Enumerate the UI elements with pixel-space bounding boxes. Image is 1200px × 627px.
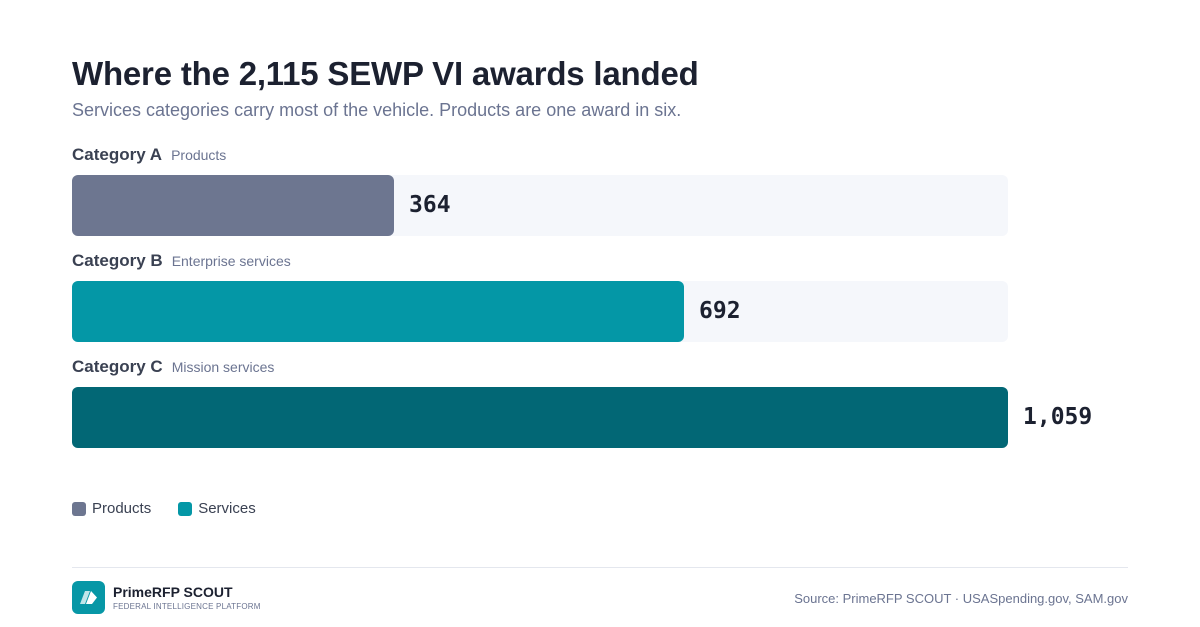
brand: PrimeRFP SCOUT FEDERAL INTELLIGENCE PLAT…: [72, 581, 261, 614]
legend-item-products: Products: [72, 500, 151, 517]
bar-category-b: [72, 281, 684, 342]
chart-subtitle: Services categories carry most of the ve…: [72, 100, 682, 120]
category-name: Category B: [72, 251, 163, 270]
chart-title: Where the 2,115 SEWP VI awards landed: [72, 55, 699, 92]
brand-tagline: FEDERAL INTELLIGENCE PLATFORM: [113, 601, 261, 611]
legend-label: Products: [92, 500, 152, 517]
category-description: Products: [171, 147, 227, 163]
bar-category-c: [72, 387, 1008, 448]
category-description: Mission services: [171, 359, 275, 375]
category-name: Category A: [72, 145, 163, 164]
category-description: Enterprise services: [171, 253, 291, 269]
brand-name: PrimeRFP SCOUT: [113, 583, 233, 600]
footer-divider: [72, 567, 1128, 568]
bar-category-a: [72, 175, 394, 236]
bar-value-label: 692: [699, 298, 741, 324]
bar-value-label: 364: [409, 192, 451, 218]
legend-item-services: Services: [178, 500, 256, 517]
category-label-group: Category A Products: [72, 145, 226, 165]
category-label-group: Category B Enterprise services: [72, 251, 291, 271]
chevron-arrow-icon: [72, 581, 105, 614]
source-note: Source: PrimeRFP SCOUT · USASpending.gov…: [794, 591, 1128, 606]
category-label-group: Category C Mission services: [72, 357, 274, 377]
legend-swatch: [72, 501, 86, 516]
legend-label: Services: [198, 500, 256, 517]
category-name: Category C: [72, 357, 163, 376]
brand-text: PrimeRFP SCOUT FEDERAL INTELLIGENCE PLAT…: [113, 584, 261, 612]
legend-swatch: [178, 501, 193, 516]
bar-value-label: 1,059: [1023, 404, 1093, 430]
chart-legend: Products Services: [72, 500, 283, 517]
